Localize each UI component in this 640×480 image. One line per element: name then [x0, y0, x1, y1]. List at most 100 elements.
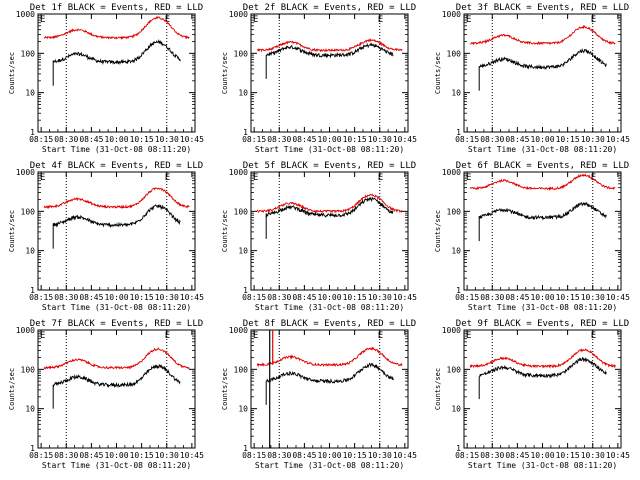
x-tick-label: 08:15 — [455, 451, 479, 460]
y-tick-label: 100 — [234, 365, 249, 374]
start-flag: E — [253, 173, 258, 183]
y-tick-label: 100 — [447, 365, 462, 374]
x-tick-label: 08:45 — [505, 293, 529, 302]
panel-title: Det 1f BLACK = Events, RED = LLD — [30, 3, 203, 13]
y-tick-label: 1 — [456, 286, 461, 295]
lld-series-line — [469, 348, 616, 369]
y-tick-label: 1000 — [16, 326, 35, 335]
x-tick-label: 08:30 — [480, 451, 504, 460]
x-tick-label: 10:15 — [556, 451, 580, 460]
end-flag: E — [165, 173, 170, 183]
plot-frame — [463, 329, 622, 449]
plot-frame — [250, 13, 409, 133]
events-series-line — [52, 39, 181, 66]
plot-frame — [250, 329, 409, 449]
y-tick-label: 100 — [21, 365, 36, 374]
x-tick-label: 10:30 — [155, 451, 179, 460]
x-axis-label: Start Time (31-Oct-08 08:11:20) — [42, 145, 191, 154]
start-flag: E — [253, 331, 258, 341]
x-axis-label: Start Time (31-Oct-08 08:11:20) — [468, 145, 617, 154]
panel-title: Det 3f BLACK = Events, RED = LLD — [456, 3, 629, 13]
x-tick-label: 10:45 — [393, 293, 417, 302]
x-axis-label: Start Time (31-Oct-08 08:11:20) — [255, 303, 404, 312]
x-tick-label: 10:30 — [368, 451, 392, 460]
detector-panel-1: Det 1f BLACK = Events, RED = LLD 1 10 100 10… — [8, 3, 204, 154]
x-tick-label: 08:15 — [29, 293, 53, 302]
detector-panel-2: Det 2f BLACK = Events, RED = LLD 1 10 100 10… — [221, 3, 417, 154]
x-tick-label: 10:00 — [104, 451, 128, 460]
x-tick-label: 10:00 — [530, 451, 554, 460]
events-series-line — [52, 204, 181, 229]
start-flag: E — [466, 173, 471, 183]
detector-panel-7: Det 7f BLACK = Events, RED = LLD 1 10 100 10… — [8, 319, 204, 470]
plot-frame — [37, 13, 196, 133]
x-tick-label: 08:15 — [29, 135, 53, 144]
panel-title: Det 8f BLACK = Events, RED = LLD — [243, 319, 416, 329]
x-tick-label: 10:15 — [343, 135, 367, 144]
x-tick-label: 10:45 — [180, 451, 204, 460]
plot-frame — [37, 329, 196, 449]
lld-series-line — [469, 173, 616, 191]
x-tick-label: 08:30 — [54, 293, 78, 302]
y-tick-label: 10 — [238, 405, 248, 414]
x-tick-label: 10:15 — [343, 451, 367, 460]
y-tick-label: 10 — [25, 247, 35, 256]
plot-frame — [37, 171, 196, 291]
y-tick-label: 1 — [243, 128, 248, 137]
x-tick-label: 08:45 — [79, 293, 103, 302]
y-tick-label: 1 — [243, 286, 248, 295]
x-tick-label: 10:30 — [581, 451, 605, 460]
start-flag: E — [40, 15, 45, 25]
plot-frame — [250, 171, 409, 291]
detector-panel-4: Det 4f BLACK = Events, RED = LLD 1 10 100 10… — [8, 161, 204, 312]
end-flag: E — [378, 173, 383, 183]
y-tick-label: 10 — [451, 89, 461, 98]
x-tick-label: 08:15 — [242, 451, 266, 460]
x-tick-label: 08:45 — [79, 135, 103, 144]
x-tick-label: 08:15 — [242, 135, 266, 144]
events-series-line — [478, 47, 607, 70]
x-tick-label: 08:30 — [267, 135, 291, 144]
x-tick-label: 10:00 — [530, 293, 554, 302]
panel-title: Det 4f BLACK = Events, RED = LLD — [30, 161, 203, 171]
end-flag: E — [378, 15, 383, 25]
y-tick-label: 1 — [243, 444, 248, 453]
x-tick-label: 10:15 — [556, 293, 580, 302]
end-flag: E — [165, 331, 170, 341]
events-series-line — [478, 201, 607, 221]
x-tick-label: 10:45 — [180, 293, 204, 302]
x-axis-label: Start Time (31-Oct-08 08:11:20) — [42, 303, 191, 312]
y-tick-label: 100 — [21, 49, 36, 58]
y-axis-label: Counts/sec — [434, 368, 442, 410]
events-series-line — [265, 42, 394, 59]
x-axis-label: Start Time (31-Oct-08 08:11:20) — [255, 461, 404, 470]
y-tick-label: 1000 — [442, 326, 461, 335]
x-tick-label: 10:45 — [606, 451, 630, 460]
x-tick-label: 10:45 — [393, 135, 417, 144]
x-tick-label: 10:00 — [530, 135, 554, 144]
panel-title: Det 6f BLACK = Events, RED = LLD — [456, 161, 629, 171]
panel-title: Det 2f BLACK = Events, RED = LLD — [243, 3, 416, 13]
y-tick-label: 100 — [447, 207, 462, 216]
panel-title: Det 9f BLACK = Events, RED = LLD — [456, 319, 629, 329]
y-axis-label: Counts/sec — [221, 210, 229, 252]
x-tick-label: 10:30 — [155, 293, 179, 302]
x-tick-label: 10:00 — [104, 293, 128, 302]
y-tick-label: 1000 — [229, 326, 248, 335]
lld-series-line — [43, 187, 190, 210]
x-tick-label: 08:45 — [79, 451, 103, 460]
y-tick-label: 100 — [447, 49, 462, 58]
x-tick-label: 08:15 — [455, 135, 479, 144]
y-tick-label: 1 — [30, 286, 35, 295]
x-tick-label: 10:30 — [581, 135, 605, 144]
y-tick-label: 1000 — [16, 10, 35, 19]
start-flag: E — [253, 15, 258, 25]
x-tick-label: 10:45 — [393, 451, 417, 460]
x-axis-label: Start Time (31-Oct-08 08:11:20) — [468, 303, 617, 312]
plot-frame — [463, 13, 622, 133]
y-tick-label: 10 — [238, 247, 248, 256]
y-tick-label: 1 — [30, 444, 35, 453]
start-flag: E — [40, 331, 45, 341]
end-flag: E — [591, 15, 596, 25]
y-tick-label: 1 — [30, 128, 35, 137]
